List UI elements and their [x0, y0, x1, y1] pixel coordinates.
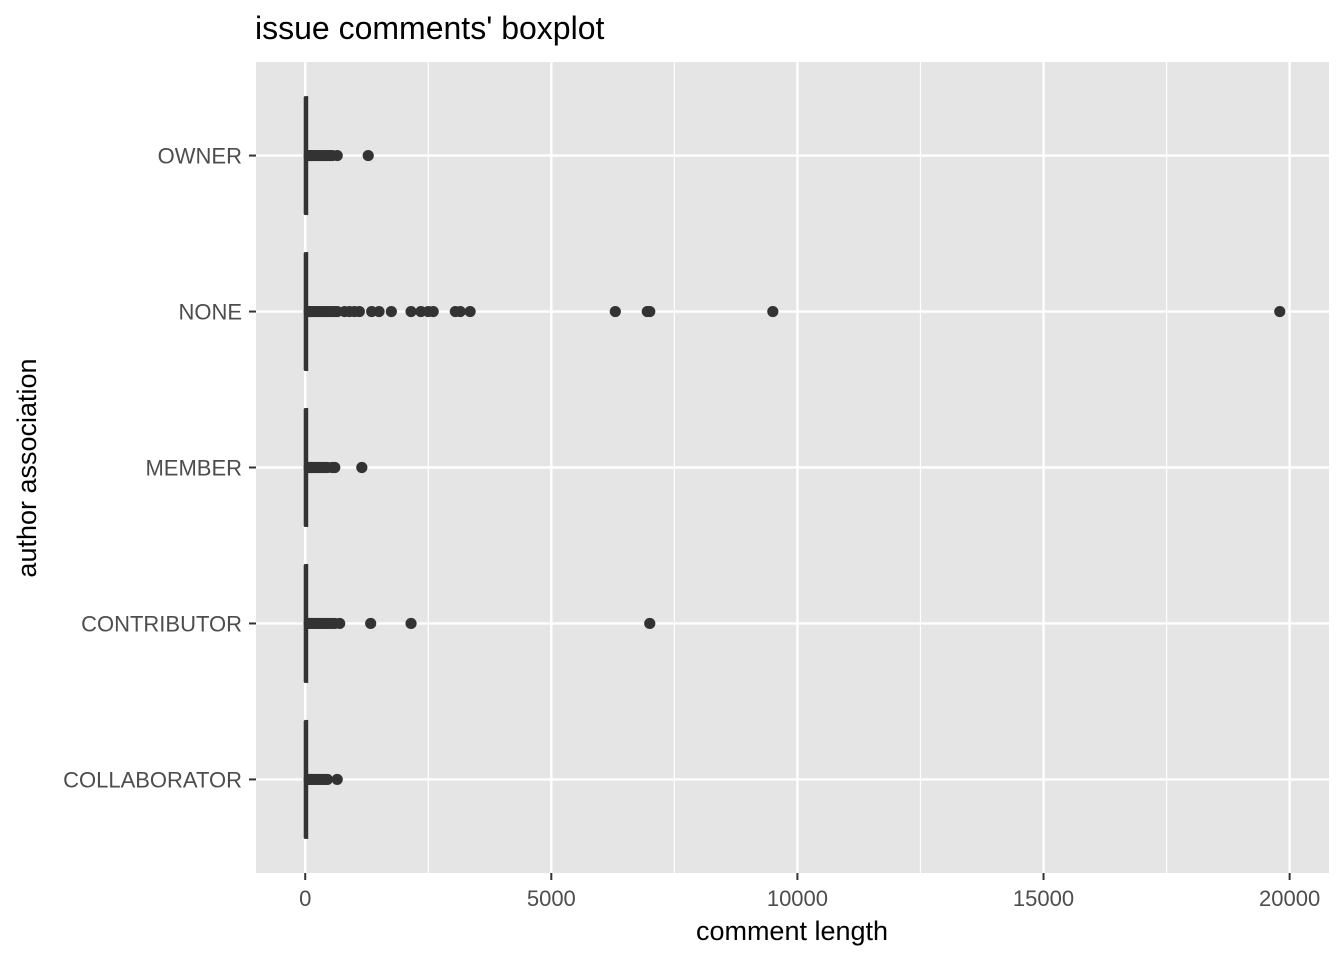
y-tick-label: NONE	[178, 300, 242, 325]
outlier-point	[385, 305, 397, 318]
x-tick-label: 10000	[767, 886, 828, 911]
outlier-point	[405, 617, 417, 630]
outlier-point	[1274, 305, 1286, 318]
outlier-point	[321, 773, 333, 786]
outlier-point	[334, 617, 346, 630]
y-tick-label: OWNER	[158, 144, 242, 169]
boxplot-owner	[303, 96, 374, 216]
boxplot-none	[303, 252, 1286, 372]
y-axis-title: author association	[12, 358, 42, 577]
outlier-point	[373, 305, 385, 318]
boxplot-member	[303, 408, 368, 527]
boxplot-collaborator	[303, 719, 343, 839]
outlier-point	[362, 149, 374, 162]
y-tick-label: COLLABORATOR	[63, 767, 242, 792]
outlier-point	[353, 305, 365, 318]
y-tick-label: MEMBER	[145, 456, 242, 481]
outlier-point	[464, 305, 476, 318]
axes: COLLABORATOR CONTRIBUTOR MEMBER NONE OWNER 0 5…	[63, 144, 1320, 911]
chart-title: issue comments' boxplot	[255, 10, 604, 46]
x-tick-label: 5000	[527, 886, 576, 911]
x-tick-label: 15000	[1013, 886, 1074, 911]
outlier-point	[427, 305, 439, 318]
outlier-point	[329, 461, 341, 474]
box-marks	[303, 96, 1286, 839]
x-tick-label: 20000	[1259, 886, 1320, 911]
outlier-point	[405, 305, 417, 318]
outlier-point	[365, 617, 377, 630]
y-tick-label: CONTRIBUTOR	[81, 611, 242, 636]
grid-lines	[256, 62, 1329, 873]
outlier-point	[454, 305, 466, 318]
x-axis-title: comment length	[696, 916, 888, 946]
x-tick-label: 0	[299, 886, 311, 911]
outlier-point	[609, 305, 621, 318]
outlier-point	[331, 773, 343, 786]
outlier-point	[644, 617, 656, 630]
outlier-point	[331, 149, 343, 162]
outlier-point	[356, 461, 368, 474]
outlier-point	[767, 305, 779, 318]
boxplot-contributor	[303, 563, 656, 683]
outlier-point	[644, 305, 656, 318]
